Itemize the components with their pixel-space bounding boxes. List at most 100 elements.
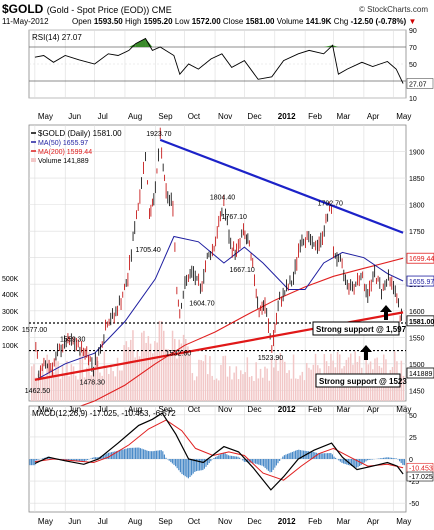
price-annotation: 1604.70 bbox=[189, 300, 214, 307]
ma200-line bbox=[35, 257, 404, 423]
price-frame bbox=[28, 124, 407, 402]
volume-bar bbox=[229, 366, 231, 401]
volume-bar bbox=[218, 380, 220, 401]
volume-bar bbox=[248, 376, 251, 401]
volume-bar bbox=[112, 371, 114, 401]
price-annotation: 1559.30 bbox=[60, 336, 85, 343]
volume-bar bbox=[242, 374, 244, 401]
volume-bar bbox=[48, 363, 51, 401]
volume-bar bbox=[79, 352, 81, 401]
x-axis-label-rsi: Dec bbox=[247, 112, 261, 121]
volume-tick-label: 400K bbox=[2, 292, 19, 299]
volume-bar bbox=[185, 338, 187, 401]
volume-bar bbox=[262, 377, 264, 401]
volume-bar bbox=[273, 367, 275, 401]
volume-value: 141.9K bbox=[305, 17, 332, 26]
volume-bar bbox=[270, 358, 273, 401]
price-annotation: 1532.60 bbox=[166, 351, 191, 358]
volume-bar bbox=[35, 377, 37, 401]
volume-bar bbox=[235, 366, 238, 401]
rsi-title: RSI(14) 27.07 bbox=[32, 33, 82, 42]
legend-entry: $GOLD (Daily) 1581.00 bbox=[38, 129, 122, 138]
price-tick-label: 1500 bbox=[409, 362, 425, 369]
volume-bar bbox=[61, 366, 64, 401]
price-tick-label: 1750 bbox=[409, 229, 425, 236]
volume-bar bbox=[226, 376, 229, 401]
x-axis-label-rsi: May bbox=[38, 112, 53, 121]
right-value-label: 1699.44 bbox=[409, 256, 434, 263]
macd-panel: 50 25 0 -25 -50 MACD(12,26,9) -17.025, -10.45… bbox=[28, 405, 434, 513]
rsi-line bbox=[34, 37, 404, 84]
up-arrow-icon bbox=[360, 345, 372, 360]
volume-bar bbox=[275, 358, 277, 401]
volume-bar bbox=[94, 364, 97, 401]
volume-bar bbox=[182, 334, 185, 401]
volume-bar bbox=[224, 355, 227, 401]
x-axis-label-rsi: Nov bbox=[218, 112, 232, 121]
right-value-box bbox=[406, 315, 434, 327]
volume-bar bbox=[303, 380, 306, 401]
volume-bar bbox=[165, 348, 167, 401]
x-axis-label-macd: May bbox=[396, 517, 411, 526]
volume-bar bbox=[75, 375, 77, 401]
price-tick-label: 1850 bbox=[409, 176, 425, 183]
price-tick-label: 1550 bbox=[409, 335, 425, 342]
volume-bar bbox=[134, 357, 136, 401]
price-tick-label: 1600 bbox=[409, 309, 425, 316]
chart-symbol: $GOLD (Gold - Spot Price (EOD)) CME bbox=[2, 2, 172, 16]
volume-bar bbox=[145, 342, 147, 401]
volume-bar bbox=[44, 378, 46, 401]
right-value-box bbox=[406, 275, 434, 287]
volume-bar bbox=[105, 367, 108, 401]
volume-bar bbox=[119, 370, 121, 401]
right-value-label: 1655.97 bbox=[409, 279, 434, 286]
volume-bar bbox=[178, 339, 180, 401]
volume-bar bbox=[143, 330, 145, 401]
volume-bar bbox=[237, 379, 240, 401]
volume-bar bbox=[101, 375, 103, 401]
x-axis-label-macd: Dec bbox=[247, 517, 261, 526]
volume-bar bbox=[50, 368, 53, 401]
volume-bar bbox=[160, 320, 163, 401]
price-annotation: 1523.90 bbox=[258, 355, 283, 362]
legend-entry: MA(200) 1599.44 bbox=[38, 149, 92, 156]
volume-bar bbox=[149, 343, 152, 401]
volume-bar bbox=[312, 364, 315, 401]
x-axis-label-rsi: Aug bbox=[128, 112, 142, 121]
callout-text: Strong support @ 1,597 bbox=[316, 325, 407, 334]
volume-bar bbox=[130, 339, 132, 401]
volume-bar bbox=[114, 376, 117, 401]
price-annotation: 1804.40 bbox=[210, 194, 235, 201]
volume-bar bbox=[169, 351, 172, 401]
price-tick-label: 1450 bbox=[409, 388, 425, 395]
volume-bar bbox=[281, 359, 284, 401]
volume-bar bbox=[33, 364, 35, 401]
high-value: 1595.20 bbox=[143, 17, 173, 26]
x-axis-label-macd: Mar bbox=[337, 517, 351, 526]
close-label: Close bbox=[222, 17, 244, 26]
volume-bar bbox=[193, 380, 196, 401]
volume-bar bbox=[103, 351, 106, 401]
callout-box bbox=[312, 321, 400, 336]
x-axis-label-macd: Jun bbox=[68, 517, 81, 526]
open-label: Open bbox=[72, 17, 92, 26]
volume-bar bbox=[121, 370, 123, 401]
callout-text: Strong support @ 1523 bbox=[319, 377, 407, 386]
price-annotation: 1767.10 bbox=[222, 214, 247, 221]
volume-tick-label: 200K bbox=[2, 326, 19, 333]
volume-bar bbox=[400, 360, 403, 401]
x-axis-label-rsi: Oct bbox=[188, 112, 201, 121]
chg-value: -12.50 (-0.78%) bbox=[350, 17, 407, 26]
volume-tick-label: 300K bbox=[2, 309, 19, 316]
volume-bar bbox=[97, 360, 99, 401]
x-axis-label-macd: Aug bbox=[128, 517, 142, 526]
volume-bar bbox=[108, 374, 110, 401]
down-arrow-icon: ▼ bbox=[408, 17, 417, 26]
volume-bar bbox=[215, 378, 218, 401]
volume-bar bbox=[64, 373, 66, 401]
volume-bar bbox=[180, 343, 183, 401]
x-axis-label-price: Aug bbox=[128, 405, 142, 414]
volume-bar bbox=[264, 366, 266, 401]
volume-bar bbox=[255, 362, 257, 401]
volume-bar bbox=[37, 373, 40, 401]
